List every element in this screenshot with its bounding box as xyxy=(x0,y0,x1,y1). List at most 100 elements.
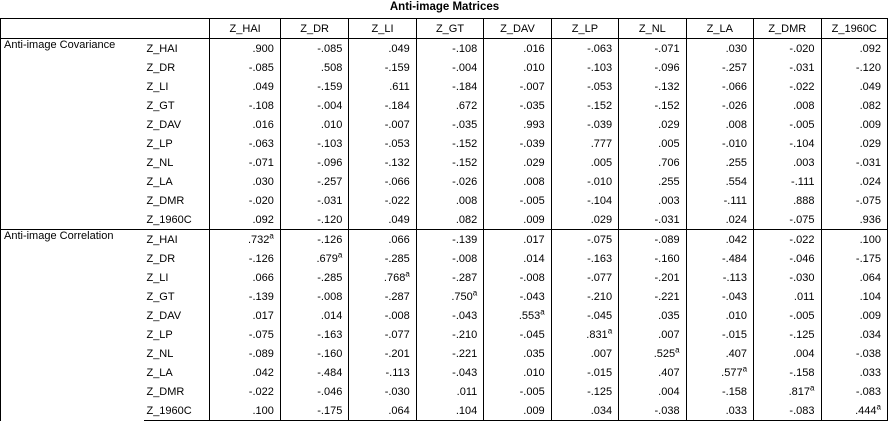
cell-value: .029 xyxy=(820,134,888,153)
cell-number: .255 xyxy=(658,175,680,188)
cell-number: .104 xyxy=(455,404,478,417)
cell-number: -.120 xyxy=(317,213,343,226)
section-label: Anti-image Correlation xyxy=(0,229,145,421)
cell-value: -.221 xyxy=(415,344,485,363)
cell-number: -.031 xyxy=(789,61,815,74)
cell-number: .033 xyxy=(725,404,748,417)
cell-value: -.004 xyxy=(415,58,485,77)
cell-value: -.175 xyxy=(820,249,888,268)
cell-number: -.484 xyxy=(317,366,343,379)
cell-value: .104 xyxy=(820,287,888,306)
cell-number: -.484 xyxy=(721,252,748,265)
cell-number: -.175 xyxy=(855,252,881,265)
table-row: Z_LA .042 -.484 -.113 -.043 .010 -.015 .407 .577… xyxy=(1,363,888,382)
cell-number: -.038 xyxy=(855,347,881,360)
cell-number: .003 xyxy=(793,156,815,169)
cell-number: -.005 xyxy=(519,194,545,207)
table-row: Z_GT -.139 -.008 -.287 .750a -.043 -.210 -.221 -… xyxy=(1,287,888,306)
cell-number: -.031 xyxy=(855,156,881,169)
cell-value: .004 xyxy=(618,382,687,401)
cell-number: .993 xyxy=(523,118,545,131)
cell-value: .750a xyxy=(415,287,485,306)
cell-value: -.005 xyxy=(483,191,552,210)
cell-number: .010 xyxy=(320,118,343,131)
cell-value: .255 xyxy=(685,153,755,172)
column-header: Z_LP xyxy=(550,18,620,39)
cell-number: -.132 xyxy=(384,156,410,169)
cell-number: .554 xyxy=(725,175,748,188)
cell-value: .034 xyxy=(550,401,620,421)
cell-value: .100 xyxy=(209,401,281,421)
cell-number: .010 xyxy=(523,366,545,379)
cell-value: -.010 xyxy=(685,134,755,153)
cell-number: -.043 xyxy=(452,309,478,322)
cell-number: -.053 xyxy=(587,80,613,93)
cell-number: .029 xyxy=(590,213,613,226)
cell-number: .010 xyxy=(725,309,748,322)
cell-number: .936 xyxy=(859,213,881,226)
cell-value: -.053 xyxy=(550,77,620,96)
cell-value: -.083 xyxy=(753,401,822,421)
cell-value: -.285 xyxy=(279,268,350,287)
cell-value: .033 xyxy=(820,363,888,382)
cell-number: .004 xyxy=(658,385,680,398)
row-variable-name: Z_LP xyxy=(146,137,173,150)
cell-value: -.210 xyxy=(415,325,485,344)
footnote-marker: a xyxy=(810,382,815,392)
row-variable-name: Z_DMR xyxy=(146,385,185,398)
cell-number: -.045 xyxy=(587,309,613,322)
cell-number: -.083 xyxy=(855,385,881,398)
cell-value: .831a xyxy=(550,325,620,344)
cell-number: -.063 xyxy=(587,42,613,55)
cell-number: -.035 xyxy=(519,99,545,112)
cell-number: .017 xyxy=(252,309,274,322)
cell-number: -.008 xyxy=(384,309,410,322)
cell-number: -.071 xyxy=(248,156,274,169)
cell-value: -.160 xyxy=(618,249,687,268)
cell-value: -.008 xyxy=(279,287,350,306)
table-title: Anti-image Matrices xyxy=(389,1,500,13)
cell-value: -.126 xyxy=(209,249,281,268)
column-header: Z_HAI xyxy=(209,18,281,39)
cell-value: .014 xyxy=(279,306,350,325)
cell-value: -.071 xyxy=(209,153,281,172)
table-row: Z_DR -.085 .508 -.159 -.004 .010 -.103 -.096 -.2… xyxy=(1,58,888,77)
anti-image-matrices-table: Z_HAI Z_DR Z_LI Z_GT Z_DAV Z_LP Z_NL Z_L… xyxy=(0,18,888,421)
cell-value: -.484 xyxy=(685,249,755,268)
cell-number: -.075 xyxy=(789,213,815,226)
cell-value: .009 xyxy=(820,306,888,325)
cell-value: .104 xyxy=(415,401,485,421)
cell-number: -.039 xyxy=(519,137,545,150)
cell-number: -.077 xyxy=(587,271,613,284)
cell-number: -.285 xyxy=(317,271,343,284)
cell-number: -.160 xyxy=(317,347,343,360)
table-row: Z_DMR -.020 -.031 -.022 .008 -.005 -.104 .003 -.… xyxy=(1,191,888,210)
cell-value: .407 xyxy=(685,344,755,363)
cell-value: -.103 xyxy=(550,58,620,77)
cell-number: -.046 xyxy=(317,385,343,398)
cell-number: -.108 xyxy=(248,99,274,112)
cell-value: -.125 xyxy=(753,325,822,344)
cell-value: -.039 xyxy=(483,134,552,153)
cell-number: -.043 xyxy=(721,290,748,303)
cell-value: .777 xyxy=(550,134,620,153)
cell-number: -.026 xyxy=(452,175,478,188)
cell-number: .777 xyxy=(590,137,613,150)
cell-number: -.125 xyxy=(789,328,815,341)
cell-value: -.163 xyxy=(550,249,620,268)
cell-value: -.257 xyxy=(279,172,350,191)
cell-number: .029 xyxy=(859,137,881,150)
cell-number: .008 xyxy=(523,175,545,188)
cell-value: -.132 xyxy=(348,153,417,172)
cell-value: .993 xyxy=(483,115,552,134)
cell-value: -.104 xyxy=(550,191,620,210)
cell-number: -.020 xyxy=(789,42,815,55)
cell-number: .092 xyxy=(859,42,881,55)
cell-number: -.221 xyxy=(654,290,680,303)
table-row: Z_LP -.075 -.163 -.077 -.210 -.045 .831a .007 -.… xyxy=(1,325,888,344)
cell-number: -.287 xyxy=(384,290,410,303)
cell-number: -.111 xyxy=(791,175,815,188)
cell-number: -.210 xyxy=(587,290,613,303)
cell-number: -.022 xyxy=(248,385,274,398)
cell-value: -.015 xyxy=(685,325,755,344)
